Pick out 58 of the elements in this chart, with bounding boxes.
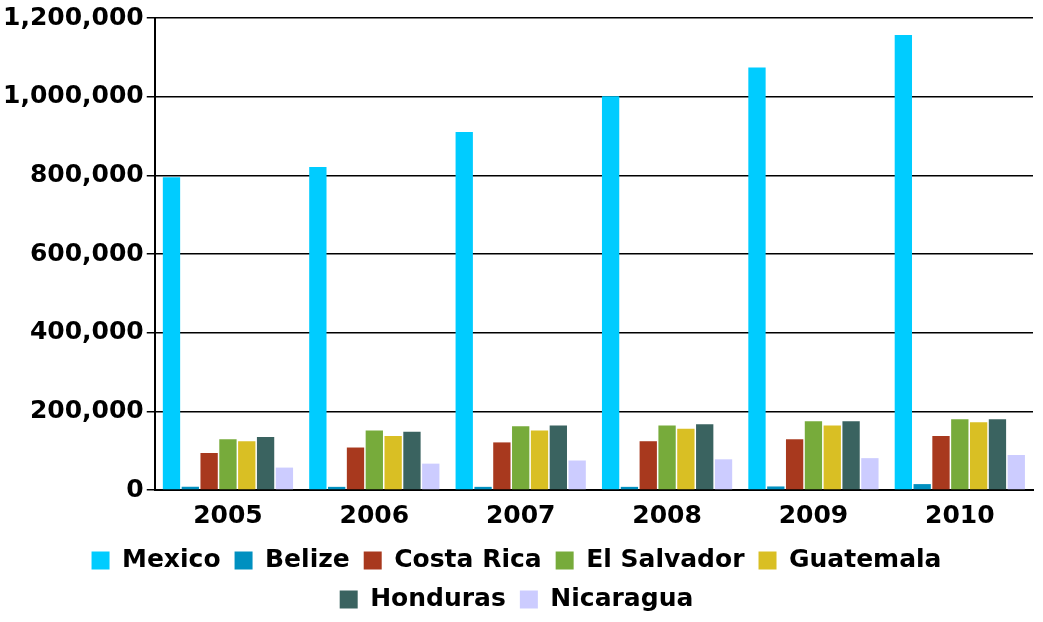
- bar: [696, 424, 714, 490]
- bar: [238, 441, 256, 490]
- y-tick-label: 600,000: [29, 237, 144, 267]
- bar: [162, 177, 181, 490]
- x-tick-label: 2006: [339, 499, 410, 529]
- legend-label: Belize: [265, 544, 350, 573]
- x-tick-label: 2007: [485, 499, 556, 529]
- bar: [951, 419, 969, 490]
- bar: [658, 425, 676, 490]
- bar: [988, 419, 1007, 490]
- y-tick-label: 200,000: [29, 394, 144, 424]
- x-tick-label: 2008: [632, 499, 702, 529]
- bar: [677, 428, 695, 490]
- bar: [200, 453, 218, 490]
- bar: [530, 430, 549, 490]
- bar: [309, 167, 327, 490]
- bar: [455, 132, 473, 490]
- x-tick-label: 2005: [193, 499, 263, 529]
- bar: [601, 96, 620, 490]
- bar: [714, 459, 733, 490]
- bar: [823, 425, 841, 490]
- bar: [785, 439, 804, 490]
- legend-label: Nicaragua: [550, 583, 694, 612]
- y-tick-label: 800,000: [29, 158, 144, 188]
- y-tick-label: 0: [126, 473, 144, 503]
- bar: [568, 460, 586, 490]
- x-tick-label: 2009: [778, 499, 849, 529]
- bar: [842, 421, 860, 490]
- bar: [913, 484, 931, 490]
- y-tick-label: 400,000: [29, 316, 144, 346]
- bar: [256, 436, 275, 490]
- bar: [512, 426, 530, 490]
- bar: [861, 458, 879, 490]
- legend-label: Honduras: [370, 583, 506, 612]
- bar: [422, 463, 440, 490]
- legend-label: Costa Rica: [394, 544, 542, 573]
- x-tick-label: 2010: [925, 499, 995, 529]
- legend-label: Guatemala: [789, 544, 942, 573]
- bar: [365, 430, 383, 490]
- bar: [384, 436, 402, 490]
- bar: [549, 425, 567, 490]
- bar: [346, 447, 365, 490]
- bar: [275, 467, 294, 490]
- bar: [493, 442, 511, 490]
- bar: [639, 441, 657, 490]
- legend-label: El Salvador: [586, 544, 746, 573]
- y-tick-label: 1,200,000: [2, 1, 144, 31]
- bar: [219, 439, 237, 490]
- bar: [969, 422, 988, 490]
- bar: [804, 421, 823, 490]
- bar: [403, 431, 421, 490]
- bar: [748, 67, 766, 490]
- y-tick-label: 1,000,000: [2, 80, 144, 110]
- bar: [932, 436, 950, 490]
- bar: [894, 34, 913, 490]
- bar: [767, 486, 785, 490]
- legend-label: Mexico: [122, 544, 221, 573]
- bar: [1007, 454, 1025, 490]
